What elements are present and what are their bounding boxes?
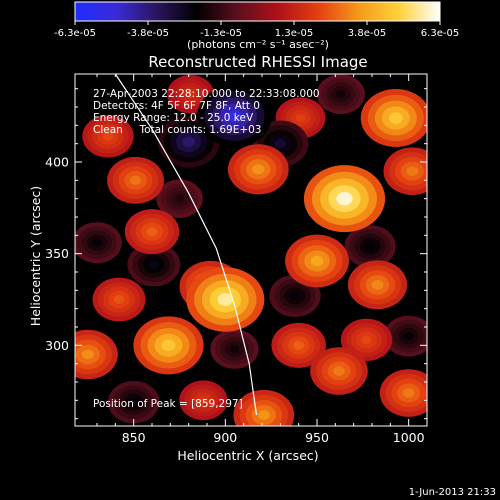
heatmap-contour	[102, 132, 114, 141]
colorbar-ticks: -6.3e-05 -3.8e-05 -1.3e-05 1.3e-05 3.8e-05 6.…	[54, 21, 459, 39]
y-axis-label: Heliocentric Y (arcsec)	[28, 186, 43, 326]
negative-lobe	[344, 225, 396, 268]
heatmap-contour	[227, 109, 242, 123]
emission-source	[360, 89, 427, 147]
heatmap-contour	[274, 139, 286, 149]
emission-source	[379, 369, 427, 417]
emission-source	[233, 389, 295, 426]
heatmap-contour	[185, 90, 196, 99]
heatmap-contour	[148, 260, 160, 270]
heatmap-contour	[198, 396, 209, 405]
heatmap-contour	[161, 339, 176, 352]
plot-area: 850 900 950 1000 300 350 400	[45, 73, 428, 445]
negative-lobe	[107, 380, 160, 424]
colorbar-tick-label: 3.8e-05	[348, 28, 386, 39]
heatmap-contour	[252, 164, 265, 175]
negative-lobe	[210, 329, 259, 369]
info-annotations: 27-Apr-2003 22:28:10.000 to 22:33:08.000…	[93, 88, 320, 410]
emission-source	[179, 380, 228, 421]
x-axis: 850 900 950 1000	[96, 74, 425, 445]
emission-source	[186, 267, 265, 332]
heatmap-contour	[174, 194, 185, 203]
emission-source	[303, 165, 386, 233]
info-time-range: 27-Apr-2003 22:28:10.000 to 22:33:08.000	[93, 88, 320, 100]
colorbar-gradient	[74, 1, 441, 22]
heatmap-contour	[92, 238, 102, 247]
heatmap-contour	[113, 295, 125, 304]
emission-source	[75, 329, 118, 380]
negative-lobe	[156, 179, 203, 218]
negative-lobe	[127, 242, 181, 287]
heatmap-contour	[293, 340, 305, 350]
colorbar: -6.3e-05 -3.8e-05 -1.3e-05 1.3e-05 3.8e-05 6.…	[54, 1, 459, 51]
heatmap-contour	[402, 388, 415, 398]
emission-source	[124, 209, 180, 255]
heatmap-contour	[217, 293, 234, 306]
heatmap-contour	[336, 90, 346, 99]
heatmap-contour	[146, 227, 158, 237]
info-total-counts: Clean Total counts: 1.69E+03	[93, 124, 262, 136]
x-tick-label: 1000	[393, 430, 425, 445]
emission-source	[271, 322, 326, 368]
heatmap-contour	[333, 366, 345, 376]
heatmap-contour	[371, 279, 384, 290]
emission-source	[347, 260, 408, 310]
emission-source	[383, 147, 427, 195]
emission-source	[107, 156, 164, 204]
colorbar-unit-label: (photons cm⁻² s⁻¹ asec⁻²)	[187, 38, 329, 51]
negative-lobe	[316, 74, 365, 115]
heatmap-contour	[182, 136, 195, 147]
negative-lobe	[75, 222, 122, 264]
emission-source	[285, 234, 349, 288]
heatmap-contour	[81, 349, 94, 360]
heatmap-image	[75, 74, 427, 426]
emission-source	[82, 115, 134, 158]
heatmap-contour	[365, 242, 376, 251]
plot-frame	[74, 73, 428, 427]
heatmap-contour	[289, 291, 301, 301]
heatmap-contour	[128, 397, 139, 407]
y-tick-label: 350	[45, 246, 69, 261]
chart-title: Reconstructed RHESSI Image	[148, 53, 367, 71]
heatmap-contour	[388, 112, 403, 124]
y-tick-label: 400	[45, 155, 69, 170]
emission-source	[310, 347, 368, 395]
y-axis: 300 350 400	[45, 88, 427, 420]
x-tick-label: 900	[213, 430, 237, 445]
negative-lobe	[197, 85, 272, 148]
colorbar-tick-label: 6.3e-05	[421, 28, 459, 39]
info-energy-range: Energy Range: 12.0 - 25.0 keV	[93, 112, 254, 124]
heatmap-contour	[257, 409, 270, 421]
colorbar-tick-label: 1.3e-05	[275, 28, 313, 39]
emission-source	[133, 316, 204, 375]
emission-source	[227, 144, 289, 195]
heatmap-contour	[129, 175, 142, 186]
heatmap-contour	[295, 113, 306, 123]
negative-lobe	[383, 315, 427, 357]
heatmap-contour	[336, 191, 353, 206]
x-tick-label: 850	[122, 430, 146, 445]
x-axis-label: Heliocentric X (arcsec)	[177, 448, 318, 463]
heatmap-contour	[361, 335, 372, 345]
heatmap-contour	[310, 255, 324, 267]
solar-limb-line	[114, 74, 258, 416]
heatmap-contour	[229, 345, 240, 353]
x-tick-label: 950	[305, 430, 329, 445]
emission-source	[340, 318, 393, 362]
emission-source	[92, 277, 146, 322]
heatmap-contour	[403, 332, 414, 341]
render-timestamp: 1-Jun-2013 21:33	[409, 487, 496, 498]
colorbar-tick-label: -6.3e-05	[54, 28, 96, 39]
colorbar-tick-label: -3.8e-05	[127, 28, 169, 39]
peak-position-label: Position of Peak = [859,297]	[93, 398, 243, 410]
y-tick-label: 300	[45, 338, 69, 353]
heatmap-contour	[406, 166, 419, 176]
info-detectors: Detectors: 4F 5F 6F 7F 8F, Att 0	[93, 100, 260, 112]
colorbar-tick-label: -1.3e-05	[200, 28, 242, 39]
negative-lobe	[269, 274, 321, 318]
